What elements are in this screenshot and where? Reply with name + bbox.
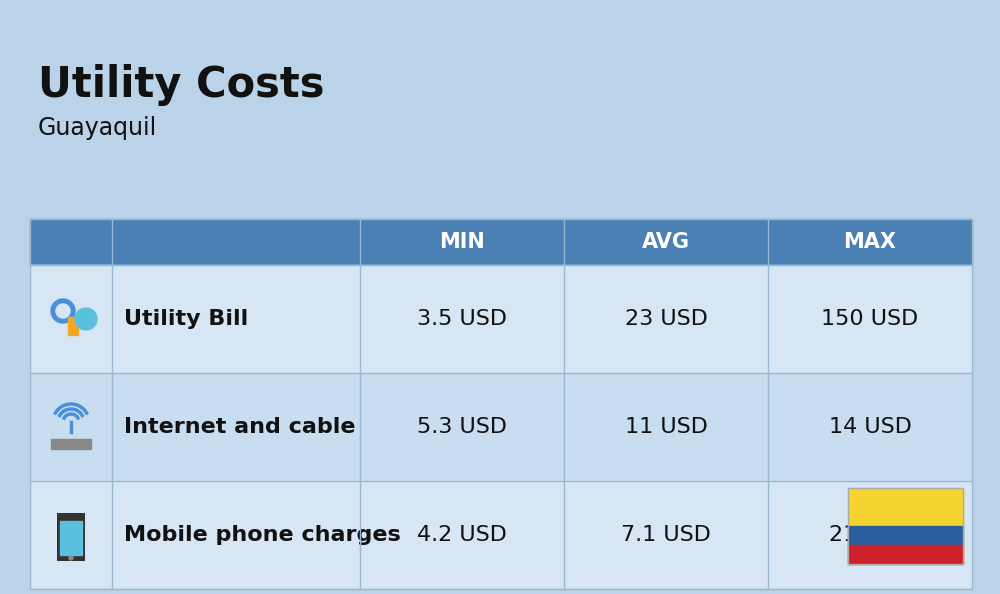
Bar: [30, 219, 972, 265]
Bar: [848, 526, 963, 545]
Bar: [848, 488, 963, 564]
Bar: [30, 219, 972, 589]
Text: 5.3 USD: 5.3 USD: [417, 417, 507, 437]
Circle shape: [51, 299, 75, 323]
Bar: [30, 373, 972, 481]
Text: 23 USD: 23 USD: [625, 309, 707, 329]
Bar: [57, 513, 85, 561]
Bar: [848, 545, 963, 564]
Text: 21 USD: 21 USD: [829, 525, 911, 545]
Text: MAX: MAX: [844, 232, 896, 252]
Bar: [51, 439, 91, 449]
Text: 4.2 USD: 4.2 USD: [417, 525, 507, 545]
Bar: [30, 265, 972, 373]
Text: Guayaquil: Guayaquil: [38, 116, 157, 140]
Text: AVG: AVG: [642, 232, 690, 252]
Circle shape: [69, 556, 73, 560]
Bar: [30, 481, 972, 589]
Circle shape: [75, 308, 97, 330]
Bar: [30, 265, 112, 373]
Text: 11 USD: 11 USD: [625, 417, 707, 437]
Text: 150 USD: 150 USD: [821, 309, 919, 329]
Text: MIN: MIN: [439, 232, 485, 252]
Text: Mobile phone charges: Mobile phone charges: [124, 525, 401, 545]
Circle shape: [56, 304, 70, 318]
Bar: [848, 488, 963, 564]
Bar: [68, 317, 78, 335]
Bar: [30, 481, 112, 589]
Text: 7.1 USD: 7.1 USD: [621, 525, 711, 545]
Text: Internet and cable: Internet and cable: [124, 417, 356, 437]
Bar: [30, 373, 112, 481]
Text: 3.5 USD: 3.5 USD: [417, 309, 507, 329]
Text: Utility Bill: Utility Bill: [124, 309, 248, 329]
Text: 14 USD: 14 USD: [829, 417, 911, 437]
Text: Utility Costs: Utility Costs: [38, 64, 324, 106]
Bar: [60, 521, 82, 555]
